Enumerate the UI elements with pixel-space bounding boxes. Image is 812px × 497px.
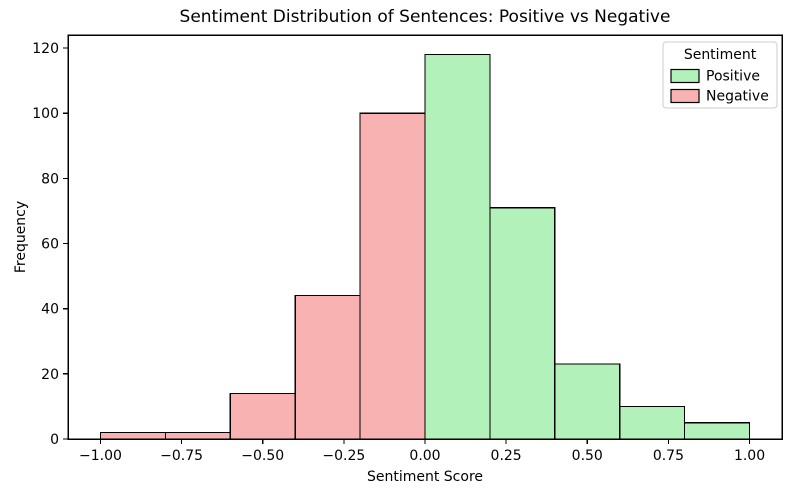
x-tick-label: 0.50 <box>572 448 603 464</box>
y-tick-label: 20 <box>41 367 59 383</box>
histogram-bar-positive <box>683 422 751 440</box>
legend-entry-negative: Negative <box>670 88 769 105</box>
y-tick-label: 0 <box>50 432 59 448</box>
x-tick-label: −1.00 <box>79 448 122 464</box>
histogram-bar-positive <box>424 53 491 440</box>
histogram-bar-positive <box>554 363 621 440</box>
y-tick-label: 100 <box>32 106 59 122</box>
legend-label-positive: Positive <box>706 69 760 85</box>
x-tick-label: −0.75 <box>160 448 203 464</box>
histogram-bar-positive <box>619 405 686 440</box>
histogram-bar-positive <box>489 207 556 440</box>
x-tick-label: −0.25 <box>322 448 365 464</box>
legend-entry-positive: Positive <box>670 68 760 85</box>
y-tick-label: 40 <box>41 302 59 318</box>
histogram-bar-negative <box>164 431 231 440</box>
histogram-bar-negative <box>359 112 426 440</box>
legend-label-negative: Negative <box>706 89 769 105</box>
bars-layer <box>99 53 751 440</box>
legend: Sentiment Positive Negative <box>662 41 778 109</box>
x-tick-label: 1.00 <box>734 448 765 464</box>
y-axis-label: Frequency <box>13 201 29 273</box>
axes-layer: −1.00 −0.75 −0.50 −0.25 0.00 0.25 0.50 0.75 1.00… <box>32 34 783 464</box>
y-tick-label: 80 <box>41 171 59 187</box>
chart-title: Sentiment Distribution of Sentences: Pos… <box>180 7 671 27</box>
x-axis-label: Sentiment Score <box>367 469 483 485</box>
y-tick-label: 120 <box>32 41 59 57</box>
y-tick-label: 60 <box>41 237 59 253</box>
legend-swatch-positive <box>670 68 700 84</box>
legend-title: Sentiment <box>684 47 757 63</box>
histogram-bar-negative <box>229 392 296 440</box>
x-tick-label: 0.00 <box>409 448 440 464</box>
histogram-bar-negative <box>294 295 361 440</box>
x-tick-label: 0.25 <box>491 448 522 464</box>
x-tick-label: 0.75 <box>653 448 684 464</box>
x-tick-label: −0.50 <box>241 448 284 464</box>
legend-swatch-negative <box>670 88 700 104</box>
histogram-bar-negative <box>99 431 167 440</box>
